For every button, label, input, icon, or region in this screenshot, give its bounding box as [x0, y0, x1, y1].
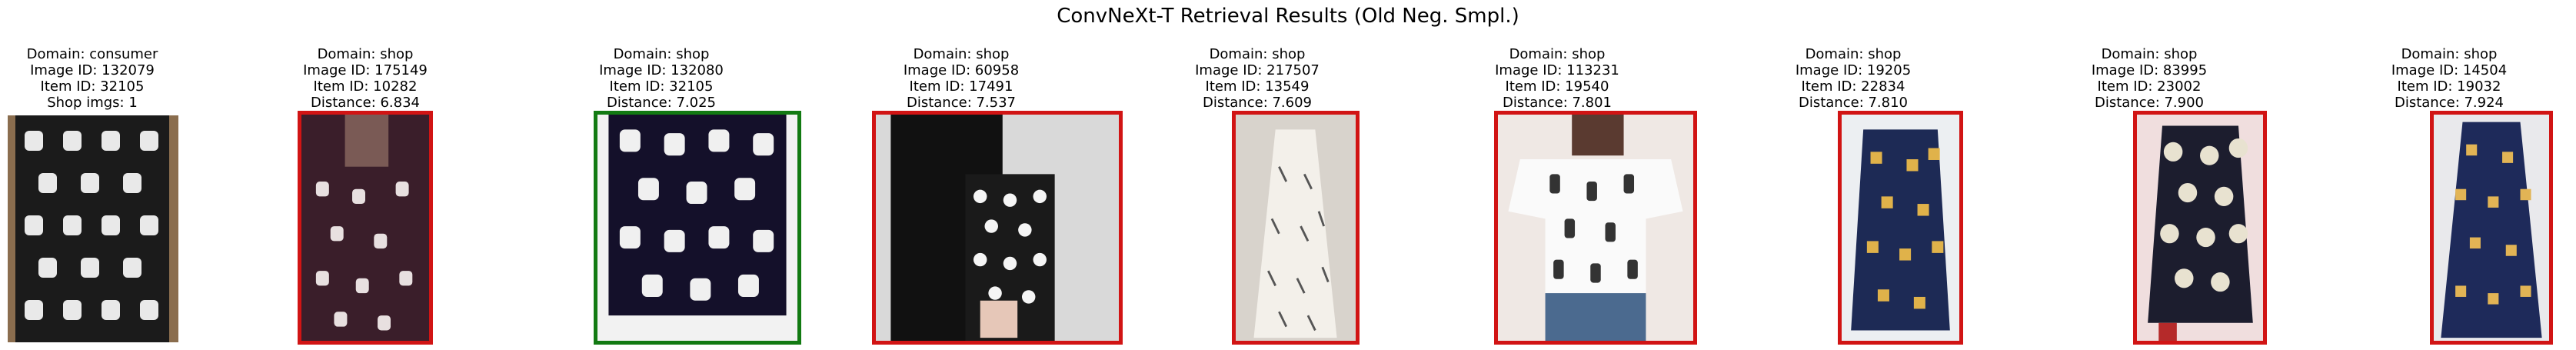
result-caption: Domain: shop Image ID: 132080 Item ID: 3… [542, 46, 780, 111]
result-item-id: Item ID: 32105 [609, 78, 714, 95]
result-image-id: Image ID: 14504 [2391, 62, 2508, 78]
result-distance: Distance: 7.609 [1202, 95, 1313, 111]
result-image-id: Image ID: 83995 [2091, 62, 2208, 78]
result-panel: Domain: shop Image ID: 113231 Item ID: 1… [1438, 46, 1697, 346]
result-domain: Domain: shop [1805, 46, 1902, 62]
result-image-id: Image ID: 60958 [903, 62, 1020, 78]
result-distance: Distance: 7.810 [1798, 95, 1909, 111]
query-panel: Domain: consumer Image ID: 132079 Item I… [0, 46, 185, 346]
result-image [872, 111, 1123, 345]
result-item-id: Item ID: 19540 [1505, 78, 1609, 95]
result-panel: Domain: shop Image ID: 175149 Item ID: 1… [246, 46, 484, 346]
result-image [1494, 111, 1697, 345]
query-image [8, 115, 178, 342]
result-image [594, 111, 801, 345]
result-item-id: Item ID: 13549 [1205, 78, 1310, 95]
result-distance: Distance: 7.025 [606, 95, 717, 111]
result-image-id: Image ID: 132080 [599, 62, 724, 78]
query-shop-imgs: Shop imgs: 1 [47, 95, 138, 111]
result-item-id: Item ID: 10282 [313, 78, 418, 95]
result-caption: Domain: shop Image ID: 19205 Item ID: 22… [1734, 46, 1972, 111]
result-panel: Domain: shop Image ID: 60958 Item ID: 17… [842, 46, 1123, 346]
result-panel: Domain: shop Image ID: 19205 Item ID: 22… [1734, 46, 1972, 346]
result-domain: Domain: shop [2101, 46, 2198, 62]
result-distance: Distance: 6.834 [310, 95, 421, 111]
result-panel: Domain: shop Image ID: 217507 Item ID: 1… [1138, 46, 1376, 346]
result-item-id: Item ID: 17491 [909, 78, 1013, 95]
result-image-id: Image ID: 19205 [1795, 62, 1912, 78]
result-panel: Domain: shop Image ID: 132080 Item ID: 3… [542, 46, 801, 346]
result-distance: Distance: 7.801 [1502, 95, 1612, 111]
result-item-id: Item ID: 23002 [2097, 78, 2202, 95]
query-image-id: Image ID: 132079 [30, 62, 155, 78]
result-image [2430, 111, 2553, 345]
result-panel: Domain: shop Image ID: 83995 Item ID: 23… [2030, 46, 2268, 346]
result-item-id: Item ID: 19032 [2397, 78, 2501, 95]
result-domain: Domain: shop [317, 46, 414, 62]
result-image [298, 111, 433, 345]
query-item-id: Item ID: 32105 [40, 78, 145, 95]
result-domain: Domain: shop [613, 46, 710, 62]
result-caption: Domain: shop Image ID: 217507 Item ID: 1… [1138, 46, 1376, 111]
result-image [1838, 111, 1963, 345]
result-caption: Domain: shop Image ID: 60958 Item ID: 17… [842, 46, 1080, 111]
figure-title: ConvNeXt-T Retrieval Results (Old Neg. S… [1057, 5, 1519, 28]
result-panel: Domain: shop Image ID: 14504 Item ID: 19… [2330, 46, 2568, 346]
result-image [1232, 111, 1360, 345]
result-caption: Domain: shop Image ID: 83995 Item ID: 23… [2030, 46, 2268, 111]
result-domain: Domain: shop [2401, 46, 2498, 62]
result-item-id: Item ID: 22834 [1801, 78, 1905, 95]
result-caption: Domain: shop Image ID: 14504 Item ID: 19… [2330, 46, 2568, 111]
result-domain: Domain: shop [1509, 46, 1606, 62]
result-distance: Distance: 7.900 [2094, 95, 2205, 111]
result-image-id: Image ID: 217507 [1195, 62, 1320, 78]
result-caption: Domain: shop Image ID: 113231 Item ID: 1… [1438, 46, 1676, 111]
result-distance: Distance: 7.924 [2394, 95, 2504, 111]
result-domain: Domain: shop [1209, 46, 1306, 62]
query-caption: Domain: consumer Image ID: 132079 Item I… [0, 46, 185, 111]
result-caption: Domain: shop Image ID: 175149 Item ID: 1… [246, 46, 484, 111]
result-distance: Distance: 7.537 [906, 95, 1017, 111]
result-image [2133, 111, 2267, 345]
result-domain: Domain: shop [913, 46, 1010, 62]
result-image-id: Image ID: 113231 [1495, 62, 1619, 78]
result-image-id: Image ID: 175149 [303, 62, 428, 78]
query-domain: Domain: consumer [26, 46, 158, 62]
